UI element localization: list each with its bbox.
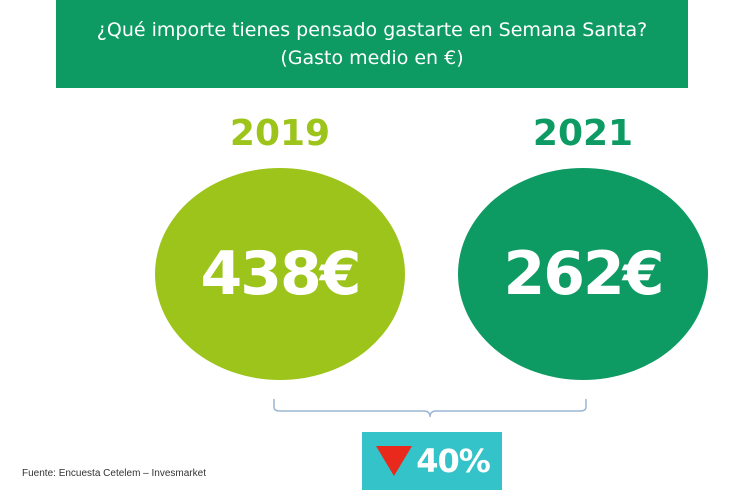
year-label-2019: 2019 [229, 113, 331, 154]
value-bubble-2019: 438€ [155, 168, 405, 380]
value-label-2019: 438€ [200, 239, 362, 309]
year-label-2021: 2021 [532, 113, 634, 154]
comparison-brace [273, 399, 587, 418]
down-triangle-icon [376, 446, 413, 476]
change-indicator: 40% [362, 432, 502, 490]
title-banner: ¿Qué importe tienes pensado gastarte en … [56, 0, 688, 88]
value-bubble-2021: 262€ [458, 168, 708, 380]
change-value: 40% [416, 442, 491, 480]
chart-title: ¿Qué importe tienes pensado gastarte en … [96, 19, 648, 41]
value-label-2021: 262€ [503, 239, 665, 309]
chart-subtitle: (Gasto medio en €) [280, 47, 464, 69]
source-note: Fuente: Encuesta Cetelem – Invesmarket [22, 468, 206, 479]
